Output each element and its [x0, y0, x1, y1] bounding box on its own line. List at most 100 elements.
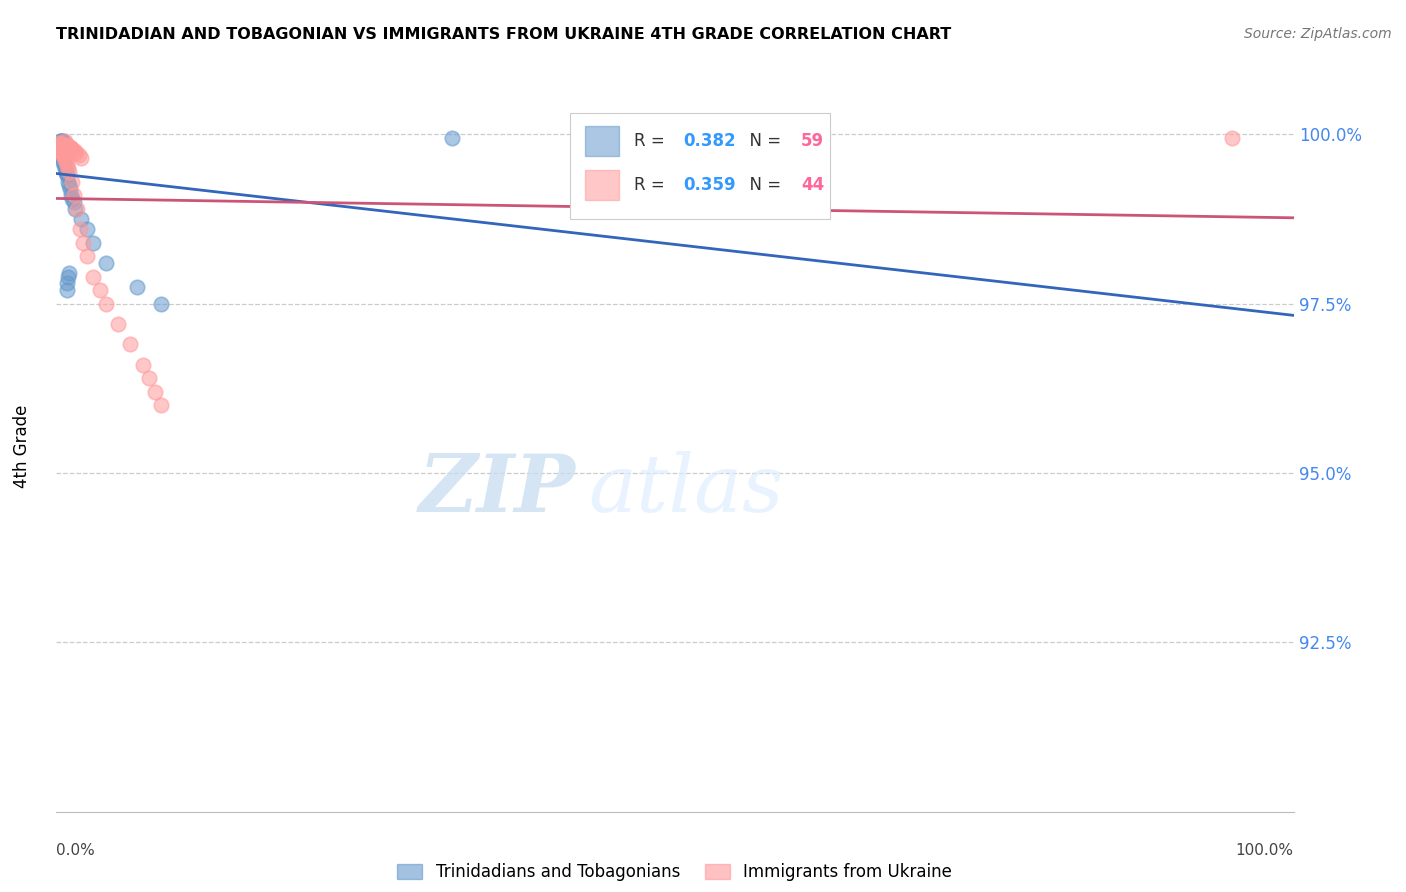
Point — [60, 192, 83, 206]
Point — [63, 202, 86, 216]
Point — [69, 222, 91, 236]
Point — [51, 137, 73, 152]
Point — [48, 137, 70, 152]
Point — [51, 146, 73, 161]
Point — [132, 358, 155, 372]
Point — [55, 137, 77, 152]
Point — [52, 134, 75, 148]
Point — [53, 161, 76, 176]
Point — [55, 158, 77, 172]
Point — [76, 249, 98, 263]
Point — [150, 398, 173, 412]
Point — [60, 188, 83, 202]
Point — [49, 145, 72, 159]
Point — [60, 141, 83, 155]
Point — [52, 137, 75, 152]
Text: 0.0%: 0.0% — [56, 843, 96, 858]
Point — [49, 136, 72, 150]
Text: N =: N = — [740, 176, 786, 194]
Point — [46, 137, 69, 152]
Point — [56, 161, 79, 176]
Point — [48, 137, 70, 152]
Point — [66, 202, 89, 216]
Point — [49, 134, 72, 148]
Point — [107, 317, 129, 331]
Point — [94, 256, 117, 270]
Point — [51, 148, 73, 162]
Point — [51, 151, 73, 165]
Point — [48, 142, 70, 156]
Point — [52, 137, 75, 152]
Text: atlas: atlas — [588, 451, 783, 529]
Point — [56, 137, 79, 152]
Point — [48, 137, 70, 152]
Point — [150, 297, 173, 311]
Point — [65, 146, 87, 161]
Point — [55, 165, 77, 179]
Text: 4th Grade: 4th Grade — [13, 404, 31, 488]
Point — [49, 148, 72, 162]
Point — [49, 137, 72, 152]
Point — [70, 212, 93, 227]
Point — [46, 137, 69, 152]
Point — [51, 137, 73, 152]
Point — [82, 235, 104, 250]
Text: N =: N = — [740, 132, 786, 150]
Point — [72, 235, 94, 250]
Point — [51, 134, 73, 148]
Text: 59: 59 — [801, 132, 824, 150]
Text: R =: R = — [634, 132, 671, 150]
Point — [82, 269, 104, 284]
Point — [51, 137, 73, 152]
Point — [58, 266, 80, 280]
Legend: Trinidadians and Tobagonians, Immigrants from Ukraine: Trinidadians and Tobagonians, Immigrants… — [391, 856, 959, 888]
Point — [52, 136, 75, 150]
Point — [56, 277, 79, 291]
Point — [49, 145, 72, 159]
Point — [63, 188, 86, 202]
Point — [56, 269, 79, 284]
Point — [53, 158, 76, 172]
Point — [55, 165, 77, 179]
Point — [56, 168, 79, 182]
Point — [58, 165, 80, 179]
Point — [52, 151, 75, 165]
Text: R =: R = — [634, 176, 671, 194]
Text: 100.0%: 100.0% — [1236, 843, 1294, 858]
Bar — [585, 126, 619, 156]
Point — [120, 337, 142, 351]
Point — [51, 139, 73, 153]
Point — [59, 181, 82, 195]
Point — [58, 139, 80, 153]
Point — [48, 136, 70, 150]
Point — [52, 148, 75, 162]
Point — [67, 148, 90, 162]
Point — [441, 131, 464, 145]
Point — [51, 148, 73, 162]
Point — [58, 178, 80, 193]
Point — [62, 195, 84, 210]
Point — [89, 283, 111, 297]
Point — [55, 139, 77, 153]
Point — [63, 145, 86, 159]
Bar — [585, 169, 619, 200]
Point — [52, 154, 75, 169]
Point — [53, 151, 76, 165]
Point — [48, 141, 70, 155]
Point — [138, 371, 160, 385]
Text: 0.382: 0.382 — [683, 132, 737, 150]
Point — [48, 141, 70, 155]
Point — [70, 151, 93, 165]
Point — [60, 142, 83, 156]
Point — [94, 297, 117, 311]
Point — [53, 139, 76, 153]
Point — [55, 283, 77, 297]
Point — [51, 137, 73, 152]
Bar — [569, 113, 830, 219]
Point — [53, 134, 76, 148]
Text: 44: 44 — [801, 176, 824, 194]
Text: 0.359: 0.359 — [683, 176, 737, 194]
Point — [48, 137, 70, 152]
Point — [49, 145, 72, 159]
Point — [56, 175, 79, 189]
